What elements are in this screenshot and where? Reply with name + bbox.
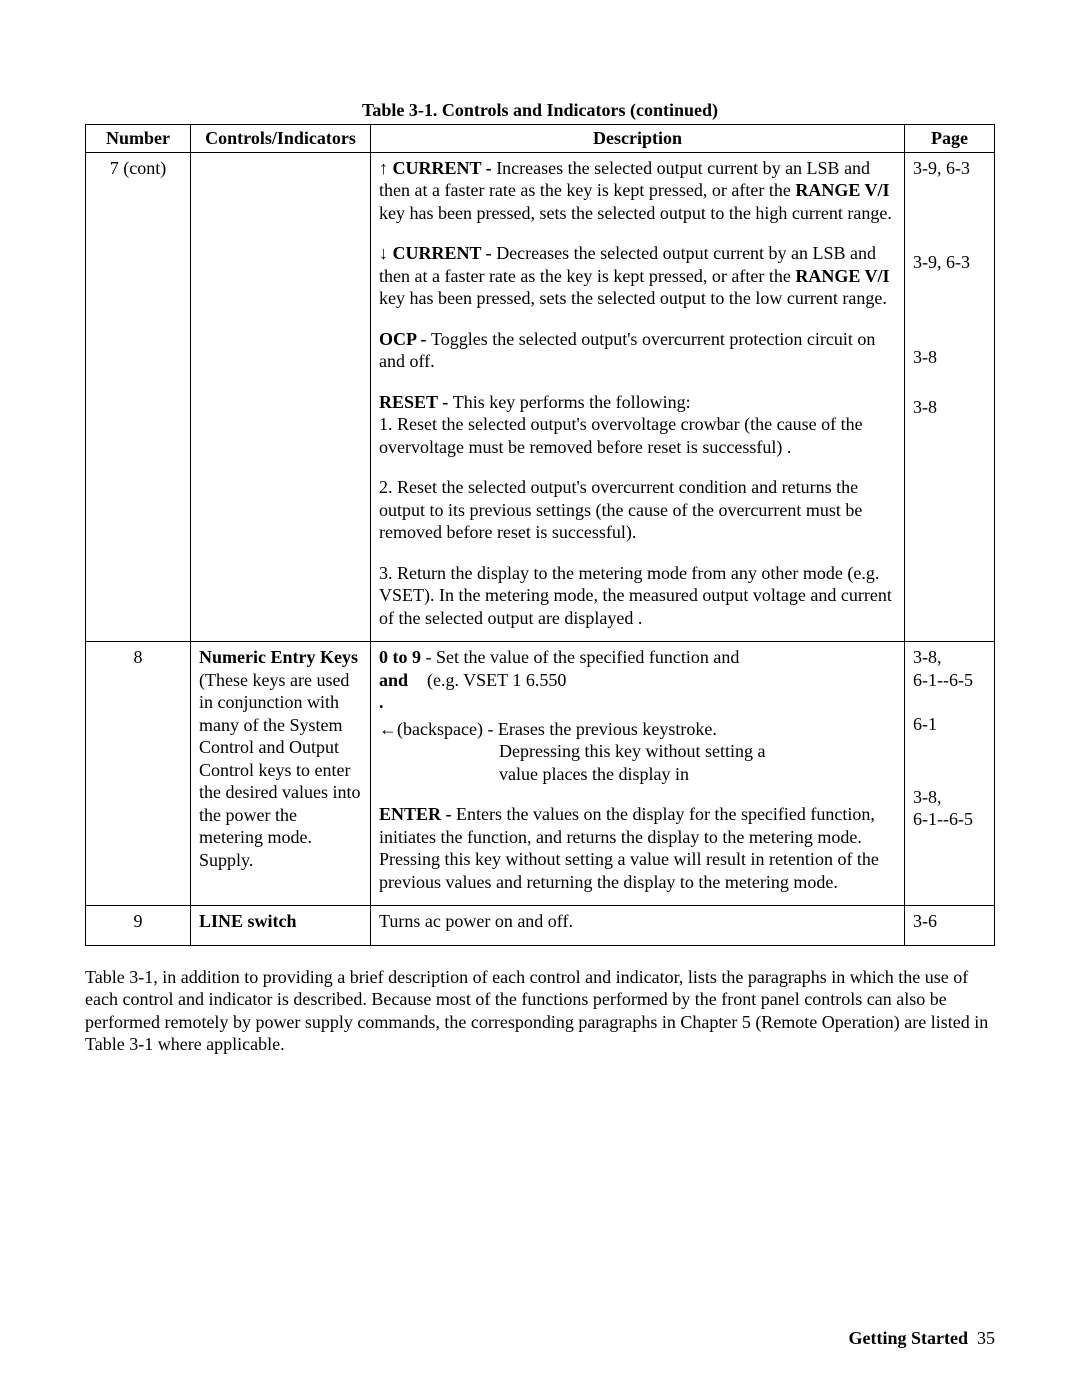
range-vi: RANGE V/I <box>795 266 889 286</box>
page-ref: 3-8 <box>913 346 986 369</box>
reset-item-1: 1. Reset the selected output's overvolta… <box>379 413 896 458</box>
down-arrow-icon: ↓ <box>379 243 388 263</box>
page-ref: 6-1--6-5 <box>913 669 986 692</box>
footer-label: Getting Started <box>849 1328 968 1348</box>
text: value places the display in <box>499 764 689 784</box>
cell-description: 0 to 9 - Set the value of the specified … <box>371 642 905 906</box>
page-ref: 6-1 <box>913 713 986 736</box>
footer-page-number: 35 <box>977 1328 995 1348</box>
controls-table: Number Controls/Indicators Description P… <box>85 124 995 946</box>
cell-controls: Numeric Entry Keys (These keys are used … <box>191 642 371 906</box>
body-paragraph: Table 3-1, in addition to providing a br… <box>85 966 995 1056</box>
cell-number: 9 <box>86 906 191 946</box>
cell-description: Turns ac power on and off. <box>371 906 905 946</box>
cell-number: 7 (cont) <box>86 152 191 642</box>
label-reset: RESET - <box>379 392 453 412</box>
page-ref: 3-9, 6-3 <box>913 251 986 274</box>
label-enter: ENTER - <box>379 804 456 824</box>
example: (e.g. VSET 1 6.550 <box>427 670 566 690</box>
header-description: Description <box>371 125 905 153</box>
label-current-down: CURRENT - <box>388 243 496 263</box>
desc-backspace: ←(backspace) - Erases the previous keyst… <box>379 718 896 786</box>
dot: . <box>379 692 384 712</box>
page-ref: 3-8, <box>913 646 986 669</box>
desc-ocp: OCP - Toggles the selected output's over… <box>379 328 896 373</box>
cell-page: 3-9, 6-3 3-9, 6-3 3-8 3-8 <box>905 152 995 642</box>
header-number: Number <box>86 125 191 153</box>
desc-numeric: 0 to 9 - Set the value of the specified … <box>379 646 896 714</box>
controls-text: (These keys are used in conjunction with… <box>199 670 360 870</box>
header-controls: Controls/Indicators <box>191 125 371 153</box>
desc-current-up: ↑ CURRENT - Increases the selected outpu… <box>379 157 896 225</box>
desc-enter: ENTER - Enters the values on the display… <box>379 803 896 893</box>
cell-description: ↑ CURRENT - Increases the selected outpu… <box>371 152 905 642</box>
range-vi: RANGE V/I <box>795 180 889 200</box>
text: - Set the value of the specified functio… <box>421 647 739 667</box>
desc-current-down: ↓ CURRENT - Decreases the selected outpu… <box>379 242 896 310</box>
text: Toggles the selected output's overcurren… <box>379 329 875 372</box>
page-ref: 6-1--6-5 <box>913 808 986 831</box>
text: This key performs the following: <box>453 392 691 412</box>
numeric-entry-keys: Numeric Entry Keys <box>199 647 358 667</box>
text: Depressing this key without setting a <box>499 741 765 761</box>
up-arrow-icon: ↑ <box>379 158 388 178</box>
desc-reset: RESET - This key performs the following:… <box>379 391 896 630</box>
label-current-up: CURRENT - <box>388 158 496 178</box>
text: key has been pressed, sets the selected … <box>379 203 892 223</box>
line-switch: LINE switch <box>199 911 297 931</box>
label-ocp: OCP - <box>379 329 431 349</box>
page-footer: Getting Started 35 <box>849 1328 995 1349</box>
cell-page: 3-8, 6-1--6-5 6-1 3-8, 6-1--6-5 <box>905 642 995 906</box>
table-row: 8 Numeric Entry Keys (These keys are use… <box>86 642 995 906</box>
text: key has been pressed, sets the selected … <box>379 288 887 308</box>
cell-controls <box>191 152 371 642</box>
table-header-row: Number Controls/Indicators Description P… <box>86 125 995 153</box>
reset-item-3: 3. Return the display to the metering mo… <box>379 562 896 630</box>
reset-item-2: 2. Reset the selected output's overcurre… <box>379 476 896 544</box>
label-0-9: 0 to 9 <box>379 647 421 667</box>
text: (backspace) - Erases the previous keystr… <box>397 719 717 739</box>
page-ref: 3-9, 6-3 <box>913 157 986 180</box>
cell-controls: LINE switch <box>191 906 371 946</box>
and-label: and <box>379 669 427 692</box>
page-ref: 3-8 <box>913 396 986 419</box>
header-page: Page <box>905 125 995 153</box>
table-row: 9 LINE switch Turns ac power on and off.… <box>86 906 995 946</box>
page-ref: 3-8, <box>913 786 986 809</box>
table-row: 7 (cont) ↑ CURRENT - Increases the selec… <box>86 152 995 642</box>
cell-page: 3-6 <box>905 906 995 946</box>
table-title: Table 3-1. Controls and Indicators (cont… <box>85 100 995 121</box>
cell-number: 8 <box>86 642 191 906</box>
left-arrow-icon: ← <box>379 719 397 739</box>
page-container: Table 3-1. Controls and Indicators (cont… <box>0 0 1080 1397</box>
